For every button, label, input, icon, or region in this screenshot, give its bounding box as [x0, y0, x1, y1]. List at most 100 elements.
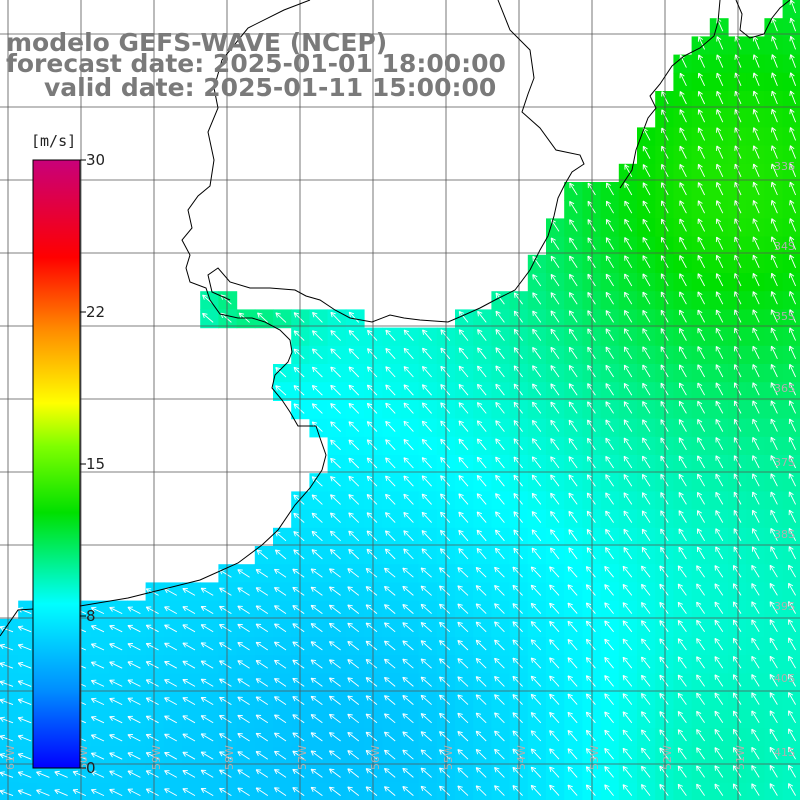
wind-speed-cell: [109, 655, 128, 674]
wind-vector-arrow: [310, 677, 323, 687]
wind-speed-cell: [564, 254, 583, 274]
wind-vector-arrow: [678, 473, 687, 487]
wind-vector-arrow: [310, 695, 323, 705]
wind-speed-cell: [728, 109, 747, 128]
wind-vector-arrow: [716, 163, 724, 177]
wind-speed-cell: [709, 546, 729, 565]
wind-vector-arrow: [255, 641, 269, 651]
wind-speed-cell: [691, 145, 711, 165]
wind-vector-arrow: [789, 90, 797, 105]
wind-vector-arrow: [788, 783, 796, 796]
wind-speed-cell: [782, 564, 800, 583]
wind-vector-arrow: [237, 787, 250, 796]
wind-speed-cell: [145, 709, 165, 729]
wind-speed-cell: [764, 418, 784, 438]
wind-vector-arrow: [458, 511, 469, 523]
wind-vector-arrow: [567, 730, 578, 742]
wind-speed-cell: [746, 564, 765, 583]
wind-speed-cell: [637, 327, 656, 347]
wind-vector-arrow: [440, 347, 451, 360]
wind-vector-arrow: [549, 620, 560, 633]
wind-vector-arrow: [0, 789, 14, 797]
wind-vector-arrow: [771, 54, 778, 68]
wind-speed-cell: [309, 582, 329, 602]
wind-speed-cell: [709, 163, 729, 183]
wind-vector-arrow: [714, 637, 724, 651]
wind-vector-arrow: [732, 710, 742, 724]
wind-speed-cell: [618, 564, 638, 583]
wind-speed-cell: [709, 109, 729, 128]
wind-speed-cell: [564, 418, 583, 438]
wind-vector-arrow: [329, 750, 341, 760]
wind-speed-cell: [764, 54, 784, 74]
wind-speed-cell: [746, 618, 765, 638]
wind-speed-cell: [691, 673, 711, 693]
wind-speed-cell: [637, 509, 656, 529]
wind-speed-cell: [764, 364, 784, 383]
wind-vector-arrow: [567, 784, 578, 796]
wind-vector-arrow: [274, 587, 287, 596]
wind-vector-arrow: [127, 788, 141, 797]
wind-vector-arrow: [605, 237, 614, 250]
wind-speed-cell: [491, 509, 511, 529]
wind-speed-cell: [728, 291, 747, 310]
wind-speed-cell: [218, 637, 238, 656]
wind-vector-arrow: [585, 693, 596, 705]
wind-speed-cell: [728, 382, 747, 401]
wind-vector-arrow: [311, 549, 323, 560]
wind-vector-arrow: [458, 475, 469, 487]
wind-speed-cell: [600, 327, 620, 347]
wind-speed-cell: [691, 291, 711, 310]
wind-vector-arrow: [365, 695, 378, 705]
wind-speed-cell: [564, 400, 583, 420]
wind-vector-arrow: [292, 787, 305, 796]
wind-vector-arrow: [440, 438, 451, 451]
wind-vector-arrow: [402, 604, 414, 614]
wind-speed-cell: [600, 309, 620, 329]
wind-vector-arrow: [237, 605, 250, 614]
wind-vector-arrow: [641, 674, 651, 687]
wind-vector-arrow: [182, 606, 196, 614]
wind-vector-arrow: [604, 766, 614, 778]
wind-vector-arrow: [367, 329, 378, 341]
wind-speed-cell: [182, 637, 201, 656]
wind-speed-cell: [218, 764, 238, 784]
wind-vector-arrow: [714, 619, 724, 633]
wind-vector-arrow: [678, 546, 687, 560]
wind-speed-cell: [327, 782, 347, 800]
wind-speed-cell: [782, 673, 800, 693]
wind-vector-arrow: [310, 586, 323, 596]
wind-vector-arrow: [145, 733, 159, 742]
wind-vector-arrow: [182, 733, 196, 742]
wind-vector-arrow: [422, 329, 432, 341]
wind-speed-cell: [182, 600, 201, 620]
wind-speed-cell: [273, 764, 292, 784]
wind-speed-cell: [637, 709, 656, 729]
wind-speed-cell: [782, 455, 800, 474]
wind-vector-arrow: [677, 765, 687, 778]
wind-vector-arrow: [495, 310, 505, 323]
wind-vector-arrow: [164, 751, 178, 760]
wind-vector-arrow: [678, 492, 687, 505]
wind-vector-arrow: [697, 437, 705, 451]
wind-speed-cell: [273, 691, 292, 711]
wind-speed-cell: [618, 436, 638, 456]
wind-vector-arrow: [330, 403, 341, 414]
wind-vector-arrow: [164, 733, 178, 742]
wind-vector-arrow: [292, 641, 305, 651]
wind-vector-arrow: [366, 366, 378, 378]
wind-speed-cell: [728, 527, 747, 547]
wind-speed-cell: [0, 637, 19, 656]
wind-speed-cell: [764, 273, 784, 292]
wind-vector-arrow: [402, 622, 414, 633]
wind-vector-arrow: [237, 642, 250, 651]
wind-speed-cell: [309, 600, 329, 620]
wind-vector-arrow: [0, 680, 14, 687]
wind-vector-arrow: [329, 713, 341, 724]
wind-vector-arrow: [347, 713, 360, 724]
wind-vector-arrow: [567, 584, 578, 596]
wind-vector-arrow: [127, 715, 141, 724]
wind-speed-cell: [200, 709, 219, 729]
wind-speed-cell: [691, 782, 711, 800]
wind-speed-cell: [600, 746, 620, 765]
